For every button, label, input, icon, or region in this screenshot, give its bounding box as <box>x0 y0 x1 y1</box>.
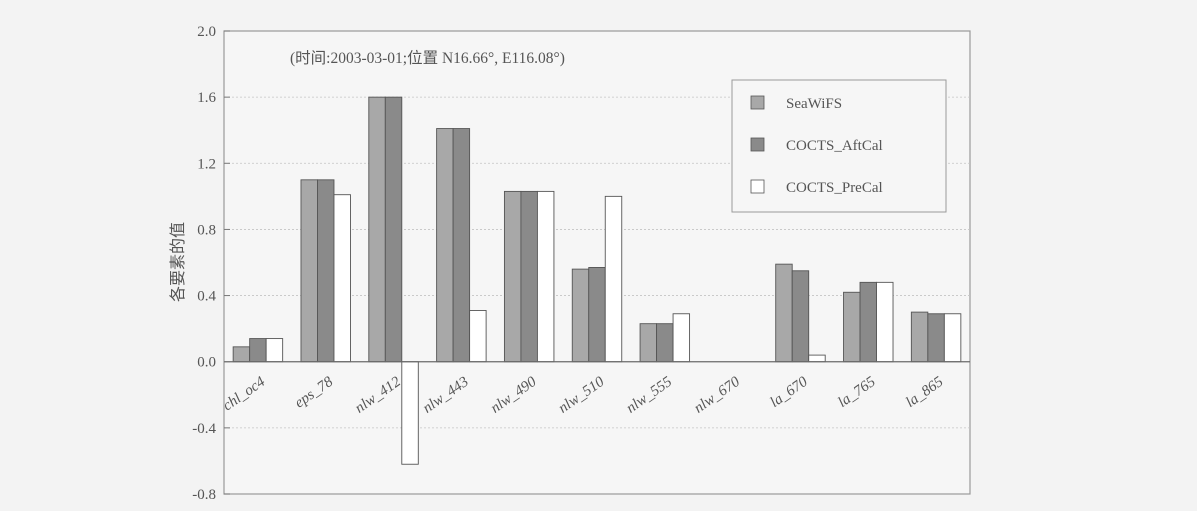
bar-seawifs-la-670 <box>775 263 793 363</box>
bar-cocts-aftcal-nlw-490 <box>520 190 538 363</box>
bar-seawifs-chl-oc4 <box>232 346 251 363</box>
bar-cocts-aftcal-nlw-443 <box>452 128 471 363</box>
bar-cocts-aftcal-la-865 <box>927 313 945 363</box>
bar-cocts-precal-la-765 <box>876 281 894 363</box>
bar-cocts-aftcal-nlw-510 <box>588 267 606 363</box>
bar-cocts-precal-la-670 <box>808 354 826 363</box>
bar-cocts-precal-nlw-510 <box>604 195 623 363</box>
y-tick-label: 2.0 <box>197 24 216 40</box>
bar-cocts-precal-nlw-412 <box>401 361 419 465</box>
chart-annotation: (时间:2003-03-01;位置 N16.66°, E116.08°) <box>290 49 565 67</box>
bars <box>232 96 962 465</box>
legend-swatch-seawifs <box>750 95 765 110</box>
bar-cocts-precal-la-865 <box>943 313 962 363</box>
legend: SeaWiFS COCTS_AftCal COCTS_PreCal <box>731 79 947 213</box>
bar-cocts-aftcal-eps-78 <box>317 179 335 363</box>
bar-seawifs-la-865 <box>910 311 929 363</box>
bar-cocts-aftcal-la-765 <box>859 281 877 363</box>
bar-cocts-aftcal-nlw-555 <box>656 323 674 363</box>
y-tick-label: 1.2 <box>197 156 216 172</box>
bar-seawifs-eps-78 <box>300 179 318 363</box>
bar-cocts-aftcal-la-670 <box>791 270 810 363</box>
y-tick-label: 0.8 <box>197 222 216 238</box>
bar-seawifs-nlw-412 <box>368 96 386 363</box>
bar-cocts-precal-nlw-555 <box>672 313 691 363</box>
bar-cocts-precal-chl-oc4 <box>265 338 284 363</box>
bar-cocts-precal-nlw-443 <box>469 310 487 363</box>
legend-swatch-cocts-precal <box>750 179 765 194</box>
bar-cocts-aftcal-chl-oc4 <box>249 338 267 363</box>
legend-swatch-cocts-aftcal <box>750 137 765 152</box>
legend-label-cocts-precal: COCTS_PreCal <box>786 180 883 196</box>
bar-cocts-precal-nlw-490 <box>536 190 555 363</box>
legend-label-seawifs: SeaWiFS <box>786 96 842 112</box>
y-axis-label: 各要素的值 <box>169 222 187 302</box>
bar-seawifs-la-765 <box>843 291 861 363</box>
legend-label-cocts-aftcal: COCTS_AftCal <box>786 138 883 154</box>
y-tick-label: 0.4 <box>197 289 216 305</box>
legend-box <box>731 79 947 213</box>
y-tick-label: 1.6 <box>197 90 216 106</box>
bar-seawifs-nlw-510 <box>571 268 590 363</box>
bar-cocts-precal-eps-78 <box>333 194 351 363</box>
y-tick-label: -0.8 <box>192 487 216 503</box>
y-tick-label: 0.0 <box>197 355 216 371</box>
bar-seawifs-nlw-490 <box>503 190 522 363</box>
bar-seawifs-nlw-555 <box>639 323 658 363</box>
y-axis-ticks: 2.0 1.6 1.2 0.8 0.4 0.0 -0.4 -0.8 <box>192 24 230 503</box>
bar-seawifs-nlw-443 <box>436 128 454 363</box>
bar-cocts-aftcal-nlw-412 <box>384 96 403 363</box>
y-tick-label: -0.4 <box>192 421 216 437</box>
